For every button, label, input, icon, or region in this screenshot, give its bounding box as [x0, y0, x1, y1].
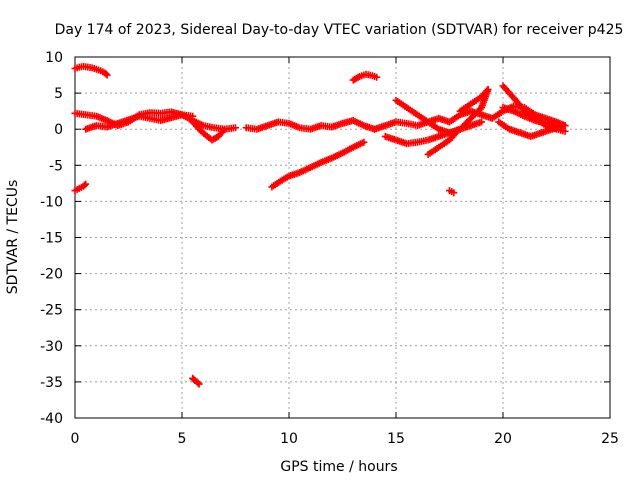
- series-arc-high-early: [71, 62, 111, 79]
- y-tick-label: -30: [40, 339, 63, 355]
- x-tick-label: 10: [280, 431, 298, 447]
- series-isolated-17-6: [446, 187, 458, 197]
- series-arc-late-5: [456, 85, 492, 115]
- data-point: [478, 118, 486, 126]
- series-arc-main-2: [82, 111, 197, 133]
- data-point: [102, 70, 110, 78]
- series-arc-14-high: [349, 70, 381, 84]
- y-axis-label: SDTVAR / TECUs: [5, 180, 21, 295]
- series-arc-late-7: [495, 118, 567, 140]
- y-tick-label: -20: [40, 267, 63, 283]
- data-point: [561, 122, 569, 130]
- x-tick-label: 0: [71, 431, 80, 447]
- y-tick-label: -10: [40, 194, 63, 210]
- x-axis-label: GPS time / hours: [280, 459, 397, 475]
- y-tick-label: -25: [40, 303, 63, 319]
- data-point: [450, 189, 458, 197]
- data-point: [194, 379, 202, 387]
- grid: [75, 57, 610, 418]
- y-tick-label: 10: [45, 50, 63, 66]
- y-tick-label: 0: [54, 122, 63, 138]
- x-tick-label: 5: [178, 431, 187, 447]
- x-tick-label: 25: [601, 431, 619, 447]
- x-tick-label: 15: [387, 431, 405, 447]
- series-arc-rising: [268, 138, 368, 191]
- x-axis-tick-labels: 0 5 10 15 20 25: [71, 431, 619, 447]
- data-point: [484, 85, 492, 93]
- data-point: [483, 87, 491, 95]
- series-isolated-5-7: [189, 374, 203, 388]
- axis-ticks: [74, 56, 611, 419]
- data-point: [82, 180, 90, 188]
- x-tick-label: 20: [494, 431, 512, 447]
- chart-title: Day 174 of 2023, Sidereal Day-to-day VTE…: [55, 22, 624, 38]
- data-point: [221, 125, 229, 133]
- data-point: [232, 124, 239, 132]
- y-tick-label: -15: [40, 231, 63, 247]
- y-axis-tick-labels: 10 5 0 -5 -10 -15 -20 -25 -30 -35 -40: [40, 50, 63, 427]
- y-tick-label: 5: [54, 86, 63, 102]
- y-tick-label: -40: [40, 411, 63, 427]
- data-point: [220, 127, 228, 135]
- data-point: [103, 71, 111, 79]
- data-point: [373, 73, 381, 81]
- series-arc-low-early: [71, 180, 90, 195]
- data-point: [81, 181, 89, 189]
- data-point: [451, 130, 459, 138]
- series-arc-late-8: [499, 104, 569, 130]
- series-arc-late-4: [424, 129, 460, 158]
- y-tick-label: -5: [49, 158, 63, 174]
- data-point: [195, 380, 203, 388]
- data-point: [452, 129, 460, 137]
- data-points: [71, 62, 569, 388]
- series-arc-dip-6: [189, 118, 229, 144]
- series-arc-main-3: [242, 117, 379, 133]
- y-tick-label: -35: [40, 375, 63, 391]
- data-point: [360, 138, 368, 146]
